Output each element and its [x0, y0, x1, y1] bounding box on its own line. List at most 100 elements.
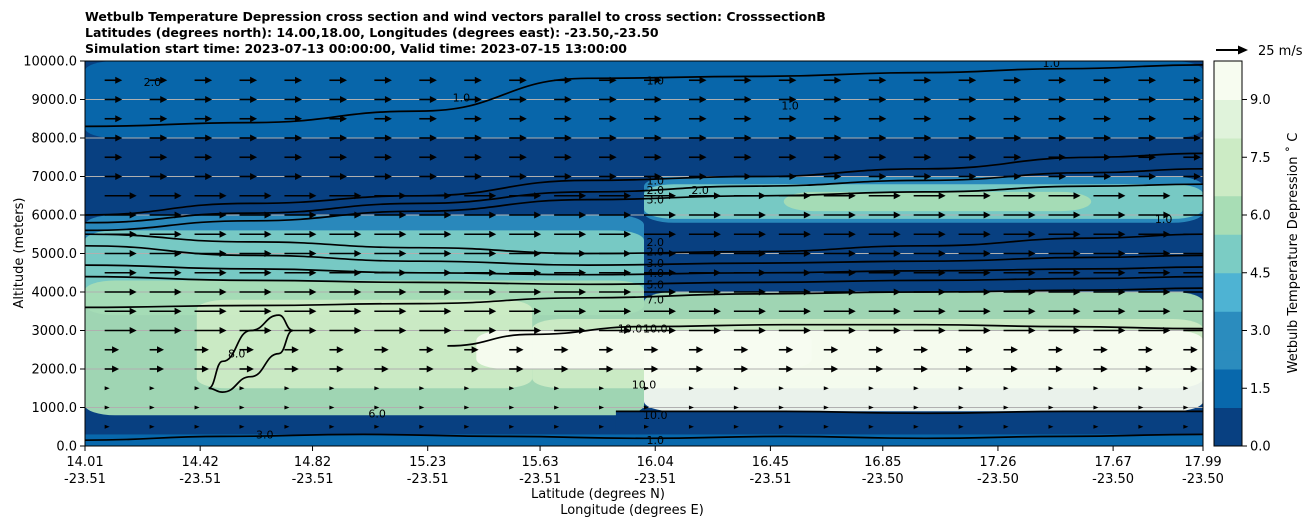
- wind-vector-394: [958, 134, 977, 142]
- wind-vector-293: [913, 211, 946, 219]
- colorbar-segment-15: [1214, 138, 1242, 158]
- wind-vectors: [104, 76, 1203, 429]
- wind-vector-233: [464, 250, 497, 257]
- wind-vector-69: [958, 386, 964, 391]
- wind-vector-254: [284, 230, 317, 238]
- wind-vector-33: [464, 405, 470, 410]
- wind-vector-159: [509, 307, 542, 315]
- wind-vector-54: [284, 386, 290, 391]
- wind-vector-465: [778, 76, 797, 84]
- wind-vector-314: [733, 192, 766, 200]
- wind-vector-213: [688, 269, 721, 277]
- plot-area: 1.02.01.01.01.01.02.0 2.03.01.02.02.03.04…: [85, 61, 1203, 446]
- wind-vector-24: [1183, 424, 1189, 429]
- wind-vector-96: [1048, 365, 1063, 373]
- wind-vector-164: [733, 307, 766, 315]
- wind-vector-355: [329, 153, 347, 161]
- wind-vector-472: [1093, 76, 1112, 84]
- contour-label-2: 1.0: [453, 92, 471, 105]
- wind-vector-184: [509, 288, 542, 296]
- quiver-key-label: 25 m/s: [1258, 44, 1303, 59]
- wind-vector-80: [329, 365, 344, 373]
- wind-vector-81: [374, 365, 389, 373]
- wind-vector-162: [644, 307, 676, 315]
- wind-vector-208: [464, 269, 497, 277]
- contour-line-1: [85, 152, 1203, 216]
- wind-vector-361: [599, 153, 617, 161]
- wind-vector-93: [913, 365, 929, 373]
- wind-vector-346: [1048, 173, 1067, 180]
- wind-vector-4: [284, 424, 290, 429]
- wind-vector-253: [239, 230, 272, 238]
- wind-vector-85: [554, 365, 569, 373]
- wind-vector-141: [823, 327, 856, 334]
- wind-vector-139: [733, 327, 766, 334]
- wind-vector-411: [599, 115, 617, 123]
- fill-band-3-2: [783, 191, 1092, 212]
- wind-vector-348: [1138, 173, 1156, 180]
- wind-vector-74: [1183, 386, 1189, 391]
- wind-vector-60: [554, 386, 560, 391]
- wind-vector-426: [149, 96, 168, 103]
- wind-vector-222: [1093, 269, 1126, 277]
- wind-vector-441: [823, 96, 842, 103]
- colorbar-segment-13: [1214, 176, 1242, 197]
- wind-vector-266: [823, 230, 856, 238]
- wind-vector-49: [1183, 405, 1189, 410]
- wind-vector-381: [374, 134, 392, 142]
- wind-vector-71: [1048, 386, 1054, 391]
- x-tick-lon-4: -23.51: [519, 472, 561, 487]
- wind-vector-428: [239, 96, 258, 103]
- y-tick-label-0: 0.0: [56, 440, 77, 455]
- wind-vector-284: [509, 211, 542, 219]
- wind-vector-466: [823, 76, 842, 84]
- wind-vector-82: [419, 365, 434, 373]
- wind-vector-166: [823, 307, 856, 315]
- contour-line-6: [85, 264, 1203, 276]
- wind-vector-115: [778, 346, 794, 354]
- x-tick-lon-8: -23.50: [977, 472, 1019, 487]
- wind-vector-41: [823, 405, 829, 410]
- wind-vector-89: [733, 365, 749, 373]
- wind-vector-14: [733, 424, 739, 429]
- wind-vector-17: [868, 424, 874, 429]
- chart-title-line-1: Wetbulb Temperature Depression cross sec…: [85, 9, 826, 24]
- wind-vector-92: [868, 365, 884, 373]
- wind-vector-227: [194, 250, 227, 257]
- wind-vector-364: [733, 153, 752, 161]
- wind-vector-375: [104, 134, 123, 142]
- wind-vector-79: [284, 365, 299, 373]
- wind-vector-243: [913, 250, 946, 257]
- colorbar-tick-label-2: 3.0: [1250, 324, 1271, 339]
- wind-vector-102: [194, 346, 209, 354]
- wind-vector-298: [1138, 211, 1171, 219]
- wind-vector-263: [688, 230, 721, 238]
- wind-vector-8: [464, 424, 470, 429]
- wind-vector-400: [104, 115, 123, 123]
- wind-vector-420: [1003, 115, 1022, 123]
- wind-vector-176: [149, 288, 182, 296]
- wind-vector-261: [599, 230, 632, 238]
- wind-vector-402: [194, 115, 213, 123]
- wind-vector-422: [1093, 115, 1112, 123]
- wind-vector-471: [1048, 76, 1067, 84]
- wind-vector-285: [554, 211, 587, 219]
- x-tick-lon-7: -23.50: [862, 472, 904, 487]
- wind-vector-193: [913, 288, 946, 296]
- wind-vector-25: [104, 405, 110, 410]
- wind-vector-398: [1138, 134, 1156, 142]
- wind-vector-461: [599, 76, 617, 84]
- wind-vector-429: [284, 96, 303, 103]
- wind-vector-338: [688, 173, 707, 180]
- contour-label-15: 7.0: [646, 294, 664, 307]
- wind-vector-200: [104, 269, 137, 277]
- wind-vector-43: [913, 405, 919, 410]
- wind-vector-272: [1093, 230, 1126, 238]
- chart-title-line-2: Latitudes (degrees north): 14.00,18.00, …: [85, 25, 659, 40]
- wind-vector-380: [329, 134, 347, 142]
- colorbar-tick-label-5: 7.5: [1250, 151, 1271, 166]
- wind-vector-244: [958, 250, 991, 257]
- wind-vector-412: [644, 115, 662, 123]
- wind-vector-124: [1183, 346, 1198, 354]
- wind-vector-29: [284, 405, 290, 410]
